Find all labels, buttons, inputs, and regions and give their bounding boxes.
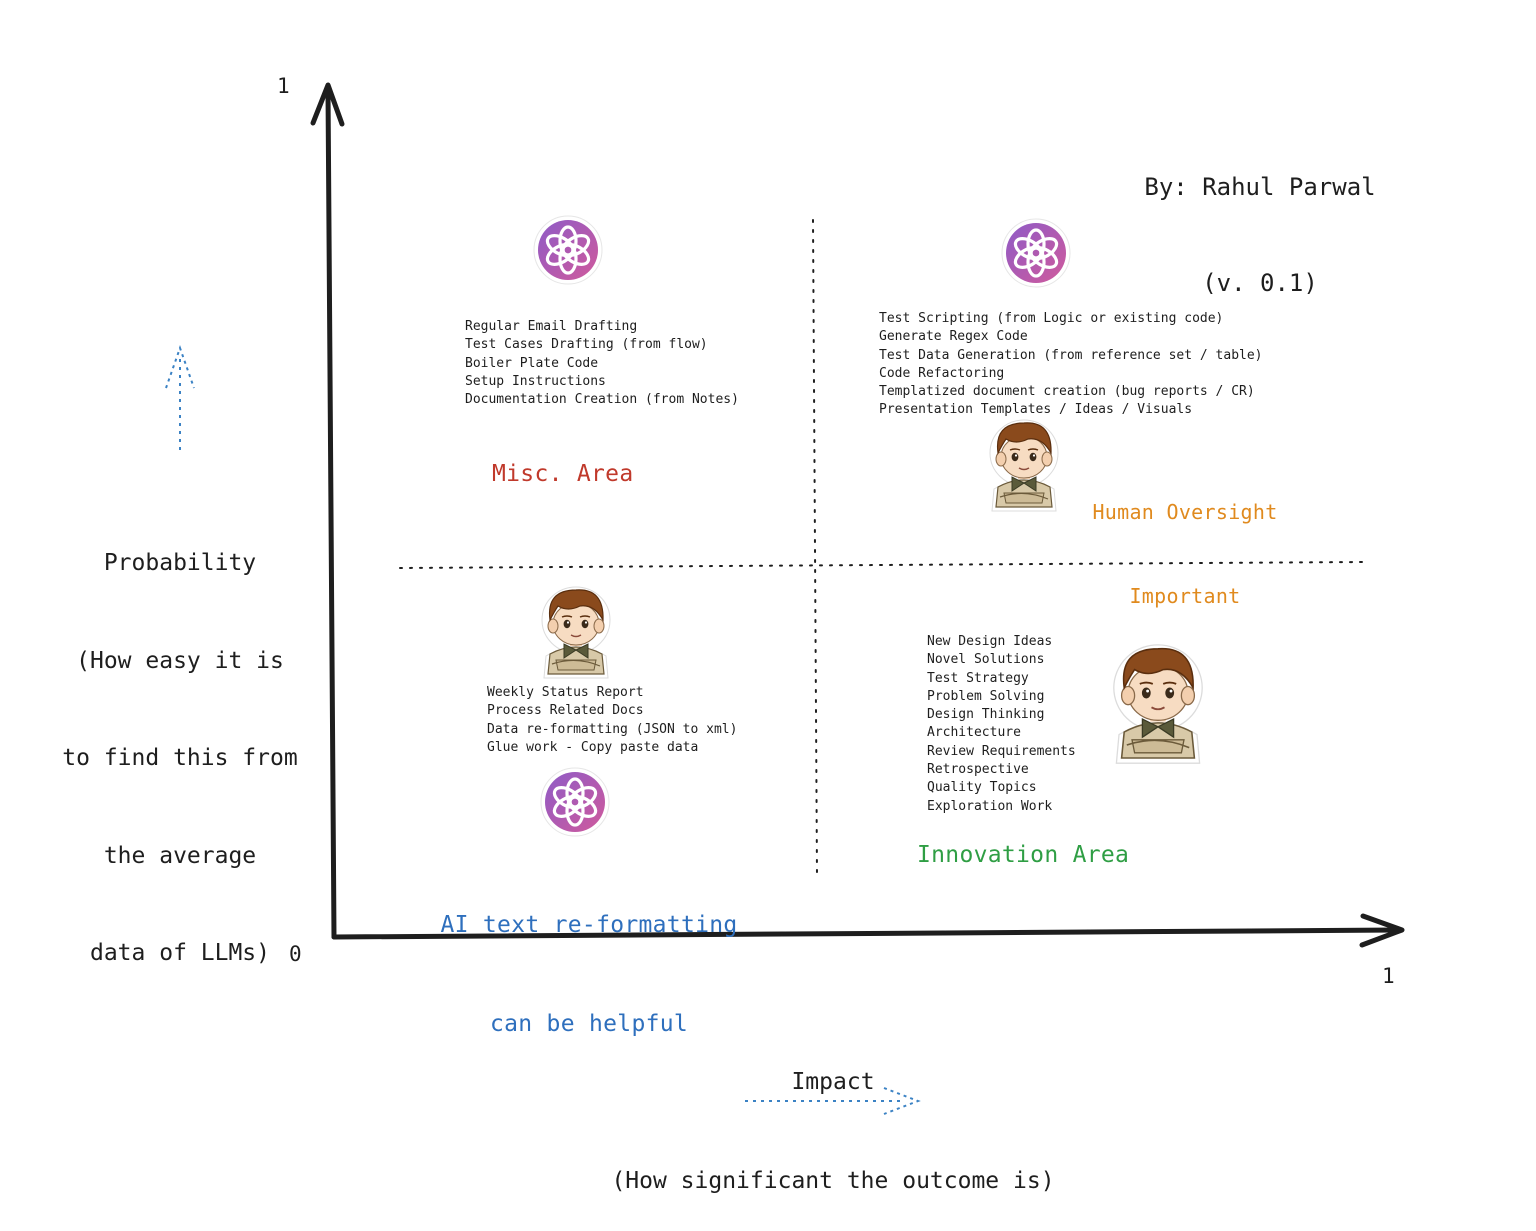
list-item: Problem Solving <box>927 688 1045 704</box>
list-item: Boiler Plate Code <box>465 355 599 371</box>
list-item: Test Data Generation (from reference set… <box>879 347 1263 363</box>
list-item: Retrospective <box>927 762 1029 778</box>
author-name: By: Rahul Parwal <box>1144 173 1376 201</box>
list-item: Quality Topics <box>927 780 1037 796</box>
boy-character-icon <box>1112 643 1204 765</box>
list-item: Architecture <box>927 725 1021 741</box>
ai-reformatting-label: AI text re-formatting can be helpful <box>440 912 738 1037</box>
misc-area-label: Misc. Area <box>492 461 634 487</box>
list-item: Data re-formatting (JSON to xml) <box>487 721 738 737</box>
list-item: Templatized document creation (bug repor… <box>879 384 1255 400</box>
list-item: Glue work - Copy paste data <box>487 739 699 755</box>
diagram-canvas <box>165 82 1405 1115</box>
y-axis-max-tick: 1 <box>277 74 290 98</box>
quadrant-top-right-list: Test Scripting (from Logic or existing c… <box>879 310 1263 420</box>
list-item: Setup Instructions <box>465 373 606 389</box>
list-item: Review Requirements <box>927 743 1076 759</box>
x-axis-arrowhead <box>1359 913 1405 948</box>
openai-logo-icon <box>1000 217 1072 289</box>
openai-logo-icon <box>532 214 604 286</box>
list-item: Test Scripting (from Logic or existing c… <box>879 311 1224 326</box>
list-item: Process Related Docs <box>487 703 644 719</box>
list-item: Test Cases Drafting (from flow) <box>465 337 708 353</box>
up-hint-arrow-icon <box>165 344 195 450</box>
boy-character-icon <box>541 586 611 679</box>
origin-tick: 0 <box>289 942 302 966</box>
list-item: Exploration Work <box>927 798 1053 814</box>
list-item: Novel Solutions <box>927 652 1045 668</box>
vertical-divider <box>812 219 818 877</box>
y-axis-arrowhead <box>310 82 345 127</box>
x-axis-line <box>331 927 1401 940</box>
quadrant-bottom-left-list: Weekly Status Report Process Related Doc… <box>487 684 737 757</box>
y-axis-label: Probability (How easy it is to find this… <box>62 550 298 966</box>
list-item: Generate Regex Code <box>879 329 1028 345</box>
author-credit: By: Rahul Parwal (v. 0.1) <box>1140 107 1380 331</box>
list-item: Design Thinking <box>927 707 1045 723</box>
horizontal-divider <box>399 561 1363 569</box>
human-oversight-label: Human Oversight Important <box>1092 500 1278 608</box>
list-item: Code Refactoring <box>879 365 1005 381</box>
list-item: Documentation Creation (from Notes) <box>465 392 739 408</box>
quadrant-bottom-right-list: New Design Ideas Novel Solutions Test St… <box>927 633 1076 816</box>
innovation-area-label: Innovation Area <box>917 842 1130 868</box>
right-hint-arrow-icon <box>745 1087 921 1115</box>
y-axis-line <box>325 87 337 940</box>
x-axis-max-tick: 1 <box>1382 964 1395 988</box>
list-item: Test Strategy <box>927 670 1029 686</box>
list-item: Weekly Status Report <box>487 685 644 700</box>
openai-logo-icon <box>539 766 611 838</box>
boy-character-icon <box>989 419 1059 512</box>
version-label: (v. 0.1) <box>1202 269 1318 297</box>
list-item: Regular Email Drafting <box>465 319 638 334</box>
list-item: New Design Ideas <box>927 634 1053 649</box>
quadrant-top-left-list: Regular Email Drafting Test Cases Drafti… <box>465 318 739 409</box>
list-item: Presentation Templates / Ideas / Visuals <box>879 402 1193 418</box>
